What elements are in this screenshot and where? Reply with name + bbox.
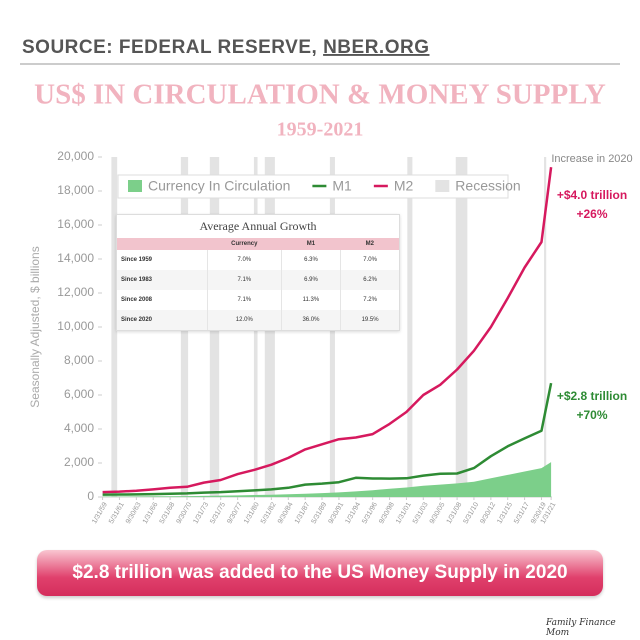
x-tick-label: 9/30/05 [429,501,447,525]
x-tick-label: 5/31/03 [412,501,430,525]
column-header: M1 [281,238,341,250]
legend-label: Recession [455,178,520,194]
x-tick-label: 1/31/66 [142,501,160,525]
corner [117,238,208,250]
banner: $2.8 trillion was added to the US Money … [37,550,603,596]
x-tick-label: 1/31/80 [243,501,261,525]
x-tick-label: 5/31/82 [260,501,278,525]
table-cell: 7.1% [206,270,282,290]
table-cell: 7.0% [206,250,282,270]
x-tick-label: 9/30/91 [328,501,346,525]
column-header: M2 [340,238,399,250]
x-tick-label: 5/31/17 [513,501,531,525]
x-tick-label: 1/31/59 [91,501,109,525]
x-tick-label: 5/31/10 [463,501,481,525]
x-tick-label: 5/31/75 [209,501,227,525]
x-tick-label: 1/31/15 [496,501,514,525]
x-tick-label: 5/31/68 [159,501,177,525]
line [102,167,553,494]
legend-label: M1 [332,178,352,194]
area [102,462,552,497]
row-header: Since 1983 [117,270,208,290]
table-cell: 36.0% [280,310,341,330]
table-row: Since 1959 7.0% 6.3% 7.0% [117,250,399,270]
table-cell: 6.2% [340,270,399,290]
x-tick-label: 1/31/01 [395,501,413,525]
y-tick-label: 0 [87,489,94,503]
table-cell: 11.3% [280,290,341,310]
chart-title: US$ IN CIRCULATION & MONEY SUPPLY [34,79,606,111]
annotation: Increase in 2020 [551,153,632,165]
table: Currency M1 M2 Since 1959 7.0% 6.3% 7.0% Since … [117,238,399,330]
y-tick-label: 20,000 [57,149,94,163]
y-tick-label: 4,000 [64,421,94,435]
table-row: Since 2020 12.0% 36.0% 19.5% [117,310,399,330]
source-link[interactable]: NBER.ORG [323,37,429,58]
y-tick-label: 6,000 [64,387,94,401]
row-header: Since 2008 [121,297,153,303]
legend-swatch [435,180,450,192]
x-tick-label: 9/30/98 [378,501,396,525]
y-tick-label: 8,000 [64,353,94,367]
x-tick-label: 1/31/87 [294,501,312,525]
table-cell: 7.0% [340,250,399,270]
recession-band [407,157,413,497]
table-title: Average Annual Growth [199,219,317,233]
table-cell: 12.0% [206,310,282,330]
x-tick-label: 5/31/61 [108,501,126,525]
recession-band [455,157,468,497]
legend-label: M2 [394,178,414,194]
table-cell: 6.3% [280,250,341,270]
table-cell: 19.5% [340,310,399,330]
x-tick-label: 5/31/89 [311,501,329,525]
annotation: +$2.8 trillion [557,389,627,403]
recession-band [544,157,547,497]
legend-label: Currency In Circulation [148,178,290,194]
table-row: Since 2008 7.1% 11.3% 7.2% [117,290,399,310]
source: SOURCE: FEDERAL RESERVE, NBER.ORG [22,37,429,58]
annotation: +70% [576,408,607,422]
table-cell: 6.9% [280,270,341,290]
annotation: +$4.0 trillion [557,188,627,202]
y-tick-label: 12,000 [57,285,94,299]
annotation: +26% [576,207,607,221]
y-tick-label: 18,000 [57,183,94,197]
row-header: Since 1959 [121,257,153,263]
column-header: Currency [207,238,282,250]
chart-subtitle: 1959-2021 [277,119,364,141]
table-row: Since 1983 7.1% 6.9% 6.2% [117,270,399,290]
x-tick-label: 9/30/63 [125,501,143,525]
table-cell: 7.2% [340,290,399,310]
x-tick-label: 1/31/08 [446,501,464,525]
table-cell: 7.1% [206,290,282,310]
x-tick-label: 5/31/96 [361,501,379,525]
line [102,382,553,496]
recession-band [111,157,118,497]
x-tick-label: 1/31/73 [192,501,210,525]
y-axis-label: Seasonally Adjusted, $ billions [28,246,42,407]
y-tick-label: 14,000 [57,251,94,265]
source-text: SOURCE: FEDERAL RESERVE, [22,37,323,58]
x-tick-label: 9/30/84 [277,501,295,525]
x-tick-label: 9/30/77 [226,501,244,525]
growth-table: Average Annual Growth Currency M1 M2 Since … [116,214,400,331]
table-header: Currency M1 M2 [117,238,399,250]
legend-swatch [128,180,142,192]
x-tick-label: 9/30/12 [479,501,497,525]
logo: Family Finance Mom [546,618,616,638]
y-tick-label: 10,000 [57,319,94,333]
x-tick-label: 1/31/94 [344,501,362,525]
y-tick-label: 16,000 [57,217,94,231]
x-tick-label: 9/30/70 [176,501,194,525]
legend: Currency In Circulation M1 M2 Recession [117,174,521,199]
row-header: Since 2020 [117,310,208,330]
y-tick-label: 2,000 [64,455,94,469]
